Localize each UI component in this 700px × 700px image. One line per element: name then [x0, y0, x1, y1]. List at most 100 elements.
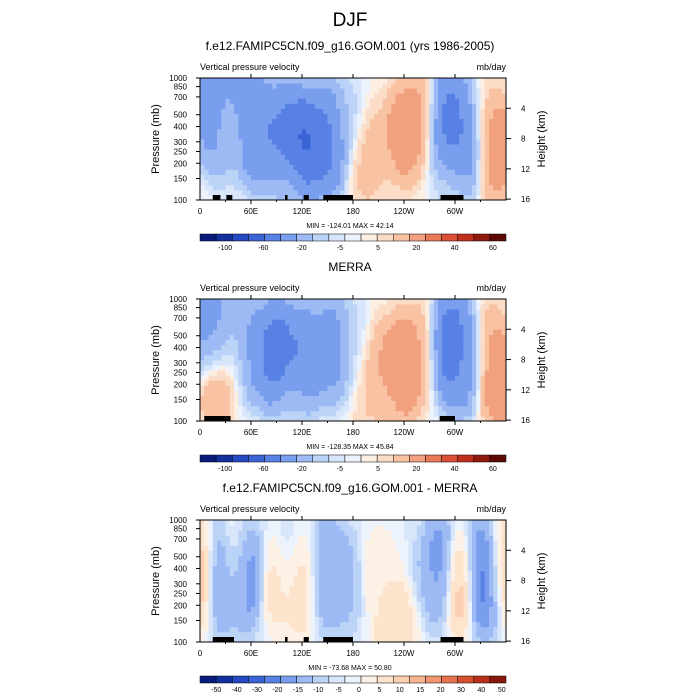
heatmap-cell [429, 375, 435, 381]
heatmap-cell [348, 591, 354, 597]
heatmap-cell [446, 144, 452, 150]
heatmap-cell [221, 309, 226, 315]
heatmap-cell [310, 611, 316, 617]
heatmap-cell [425, 365, 430, 371]
heatmap-cell [438, 405, 443, 412]
heatmap-cell [442, 184, 447, 191]
heatmap-cell [340, 631, 345, 638]
heatmap-cell [412, 93, 418, 99]
heatmap-cell [459, 395, 464, 402]
variable-label: Vertical pressure velocity [200, 283, 300, 293]
heatmap-cell [370, 370, 375, 376]
heatmap-cell [365, 601, 371, 607]
heatmap-cell [217, 118, 222, 125]
heatmap-cell [268, 360, 273, 366]
heatmap-cell [255, 530, 260, 536]
heatmap-cell [289, 309, 294, 315]
heatmap-cell [208, 154, 214, 160]
heatmap-cell [404, 611, 409, 617]
heatmap-cell [242, 103, 248, 109]
heatmap-cell [497, 78, 503, 84]
heatmap-cell [331, 314, 337, 320]
heatmap-cell [395, 159, 401, 165]
heatmap-cell [497, 365, 503, 371]
heatmap-cell [357, 189, 362, 196]
heatmap-cell [289, 565, 294, 572]
heatmap-cell [255, 575, 260, 582]
heatmap-cell [450, 184, 456, 191]
heatmap-cell [242, 324, 248, 330]
heatmap-cell [225, 601, 231, 607]
heatmap-cell [319, 149, 324, 155]
heatmap-cell [229, 365, 235, 371]
heatmap-cell [408, 621, 413, 628]
heatmap-cell [246, 575, 252, 582]
y-tick-label: 200 [174, 380, 188, 389]
heatmap-cell [246, 555, 252, 562]
heatmap-cell [293, 339, 299, 346]
heatmap-cell [391, 545, 396, 551]
heatmap-cell [489, 78, 494, 84]
heatmap-cell [276, 575, 282, 582]
heatmap-cell [221, 591, 226, 597]
heatmap-cell [306, 631, 311, 638]
heatmap-cell [302, 365, 307, 371]
heatmap-cell [484, 93, 490, 99]
heatmap-cell [340, 606, 345, 612]
heatmap-cell [289, 174, 294, 181]
heatmap-cell [319, 520, 324, 526]
heatmap-cell [370, 329, 375, 335]
heatmap-cell [425, 174, 430, 181]
heatmap-cell [365, 525, 371, 531]
heatmap-cell [246, 601, 252, 607]
heatmap-cell [234, 525, 239, 531]
heatmap-cell [382, 545, 388, 551]
heatmap-cell [412, 380, 418, 386]
heatmap-cell [433, 601, 439, 607]
heatmap-cell [276, 380, 282, 386]
heatmap-cell [391, 88, 396, 94]
heatmap-cell [238, 621, 243, 628]
heatmap-cell [255, 154, 260, 160]
heatmap-cell [484, 400, 490, 407]
heatmap-cell [204, 319, 209, 325]
heatmap-cell [238, 159, 243, 165]
heatmap-cell [489, 128, 494, 135]
heatmap-cell [259, 540, 265, 546]
heatmap-cell [438, 144, 443, 150]
heatmap-cell [455, 304, 460, 310]
heatmap-cell [242, 354, 248, 361]
heatmap-cell [489, 179, 494, 186]
heatmap-cell [459, 324, 464, 330]
heatmap-cell [276, 360, 282, 366]
heatmap-cell [408, 555, 413, 562]
heatmap-cell [387, 88, 392, 94]
heatmap-cell [433, 631, 439, 638]
heatmap-cell [302, 601, 307, 607]
heatmap-cell [353, 319, 358, 325]
heatmap-cell [263, 344, 269, 351]
heatmap-cell [306, 575, 311, 582]
colorbar-swatch [199, 454, 217, 463]
heatmap-cell [285, 169, 290, 175]
heatmap-cell [429, 626, 435, 633]
heatmap-cell [246, 581, 252, 587]
heatmap-cell [302, 616, 307, 623]
heatmap-cell [455, 169, 460, 175]
heatmap-cell [395, 108, 401, 114]
heatmap-cell [251, 365, 256, 371]
heatmap-cell [446, 108, 452, 114]
heatmap-cell [319, 360, 324, 366]
heatmap-cell [429, 360, 435, 366]
heatmap-cell [217, 314, 222, 320]
heatmap-cell [221, 93, 226, 99]
heatmap-cell [276, 611, 282, 617]
heatmap-cell [276, 354, 282, 361]
heatmap-cell [344, 621, 350, 628]
heatmap-cell [225, 329, 231, 335]
heatmap-cell [421, 299, 426, 305]
heatmap-cell [429, 344, 435, 351]
heatmap-cell [217, 354, 222, 361]
heatmap-cell [285, 123, 290, 130]
heatmap-cell [272, 174, 277, 181]
